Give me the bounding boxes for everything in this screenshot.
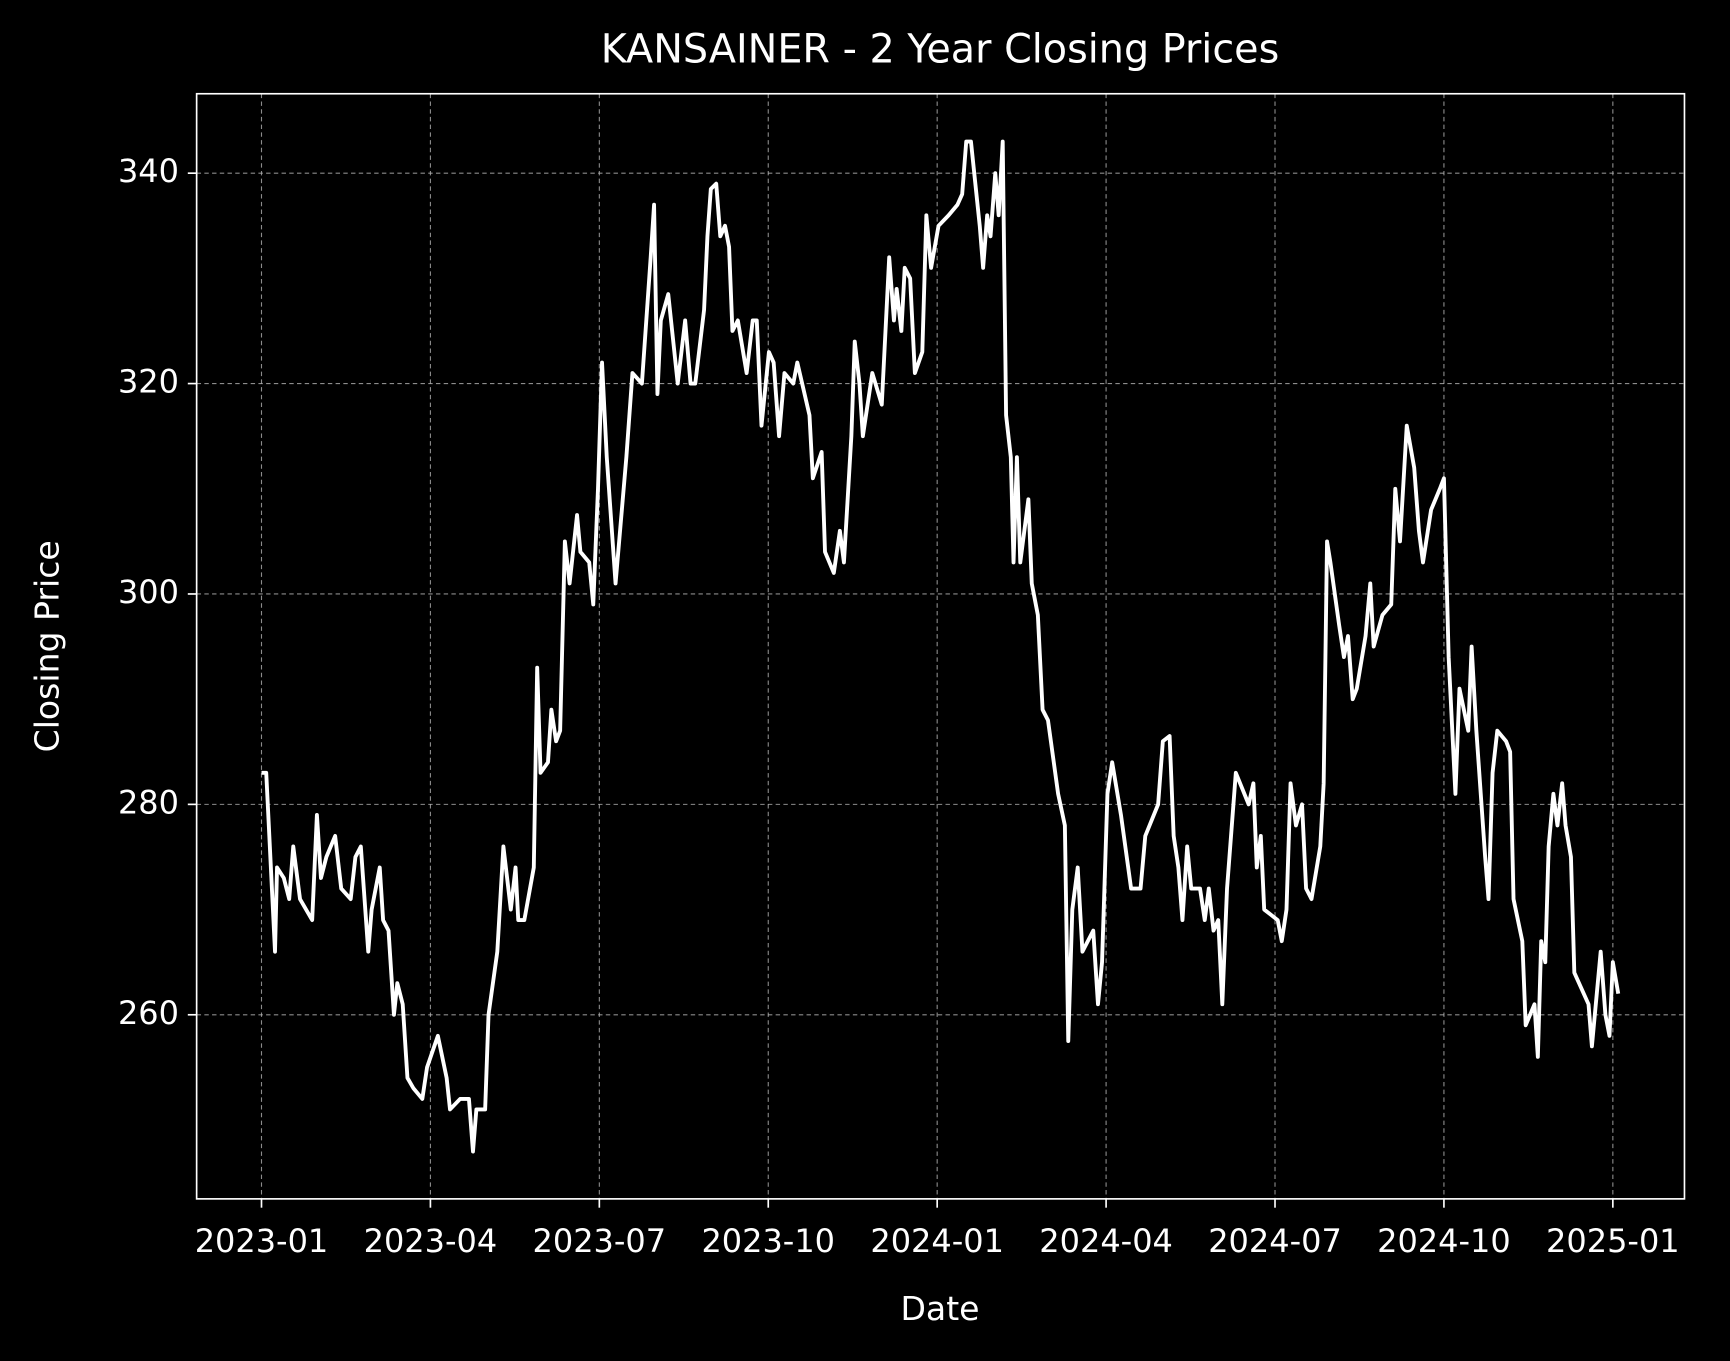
x-tick-label: 2024-04	[1039, 1222, 1173, 1260]
x-tick-label: 2023-07	[533, 1222, 667, 1260]
x-tick-label: 2024-01	[870, 1222, 1004, 1260]
plot-frame	[195, 92, 1686, 1200]
y-axis-label: Closing Price	[27, 540, 66, 752]
y-tick-label: 340	[118, 152, 179, 190]
x-tick-label: 2024-10	[1377, 1222, 1511, 1260]
chart-title: KANSAINER - 2 Year Closing Prices	[601, 26, 1280, 72]
y-tick-label: 300	[118, 573, 179, 611]
price-line	[261, 139, 1621, 1154]
x-tick-label: 2023-10	[701, 1222, 835, 1260]
x-axis-label: Date	[900, 1289, 979, 1328]
x-tick-label: 2023-01	[195, 1222, 329, 1260]
y-tick-label: 280	[118, 783, 179, 821]
x-tick-label: 2025-01	[1546, 1222, 1680, 1260]
y-tick-label: 260	[118, 994, 179, 1032]
x-tick-label: 2024-07	[1208, 1222, 1342, 1260]
x-tick-label: 2023-04	[364, 1222, 498, 1260]
y-tick-label: 320	[118, 363, 179, 401]
